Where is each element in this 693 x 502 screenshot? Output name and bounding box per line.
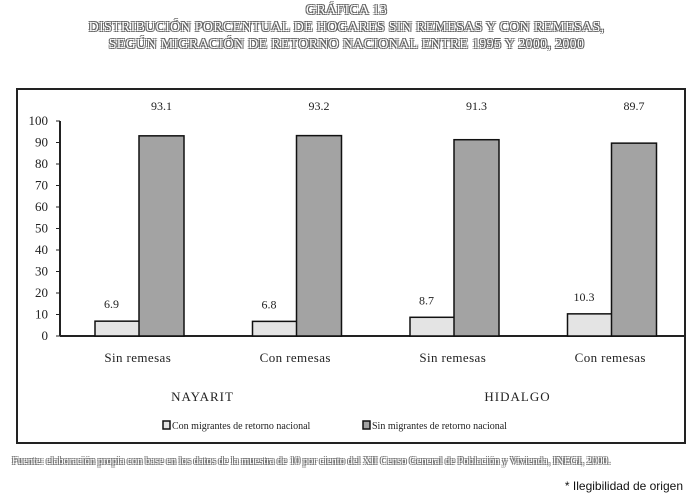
legend-label: Con migrantes de retorno nacional — [172, 421, 311, 432]
chart-axes: 0 10 20 30 40 50 60 70 80 90 100 — [29, 113, 685, 343]
bar-con-migrantes — [251, 320, 299, 337]
chart-subtitle-line-2: SEGÚN MIGRACIÓN DE RETORNO NACIONAL ENTR… — [108, 37, 585, 52]
x-group-label: HIDALGO — [484, 389, 550, 404]
bar-sin-migrantes — [453, 138, 500, 337]
chart-bars — [94, 134, 658, 337]
chart-title: GRÁFICA 13 — [305, 3, 388, 18]
chart-labels: 6.9 93.1 Sin remesas 6.8 93.2 Con remesas 8.7 9… — [104, 99, 646, 404]
legend-label: Sin migrantes de retorno nacional — [372, 421, 507, 432]
data-label-sin-migrantes: 93.2 — [309, 99, 330, 113]
bar-con-migrantes — [94, 320, 141, 337]
y-tick-label: 30 — [35, 264, 48, 279]
y-tick-label: 80 — [35, 156, 48, 171]
bar-sin-migrantes — [295, 134, 343, 337]
chart-legend: Con migrantes de retorno nacional Sin mig… — [162, 420, 507, 432]
data-label-sin-migrantes: 91.3 — [466, 99, 487, 113]
legibility-note: * Ilegibilidad de origen — [564, 479, 683, 493]
x-group-label: NAYARIT — [171, 389, 234, 404]
bar-con-migrantes — [566, 313, 614, 337]
source-note: Fuente: elaboración propia con base en l… — [12, 456, 611, 467]
chart-subtitle-line-1: DISTRIBUCIÓN PORCENTUAL DE HOGARES SIN R… — [88, 20, 605, 35]
y-tick-label: 70 — [35, 178, 48, 193]
data-label-con-migrantes: 6.9 — [104, 297, 119, 311]
bar-con-migrantes — [409, 316, 456, 337]
y-tick-label: 100 — [29, 113, 49, 128]
y-tick-label: 60 — [35, 199, 48, 214]
data-label-sin-migrantes: 89.7 — [624, 99, 645, 113]
data-label-con-migrantes: 10.3 — [574, 290, 595, 304]
y-tick-label: 0 — [42, 328, 49, 343]
legend-swatch — [162, 420, 171, 430]
y-tick-label: 40 — [35, 242, 48, 257]
data-label-con-migrantes: 8.7 — [419, 293, 434, 307]
bar-sin-migrantes — [138, 135, 185, 337]
chart-frame — [16, 88, 686, 444]
data-label-con-migrantes: 6.8 — [262, 297, 277, 311]
x-category-label: Con remesas — [575, 350, 646, 365]
x-category-label: Con remesas — [260, 350, 331, 365]
chart-title-block: GRÁFICA 13 DISTRIBUCIÓN PORCENTUAL DE HO… — [0, 2, 693, 53]
x-category-label: Sin remesas — [104, 350, 171, 365]
y-tick-label: 10 — [35, 307, 48, 322]
x-category-label: Sin remesas — [419, 350, 486, 365]
data-label-sin-migrantes: 93.1 — [151, 99, 172, 113]
bar-sin-migrantes — [610, 142, 658, 337]
y-tick-label: 20 — [35, 285, 48, 300]
y-tick-label: 50 — [35, 221, 48, 236]
y-tick-label: 90 — [35, 135, 48, 150]
legend-swatch — [362, 420, 371, 430]
